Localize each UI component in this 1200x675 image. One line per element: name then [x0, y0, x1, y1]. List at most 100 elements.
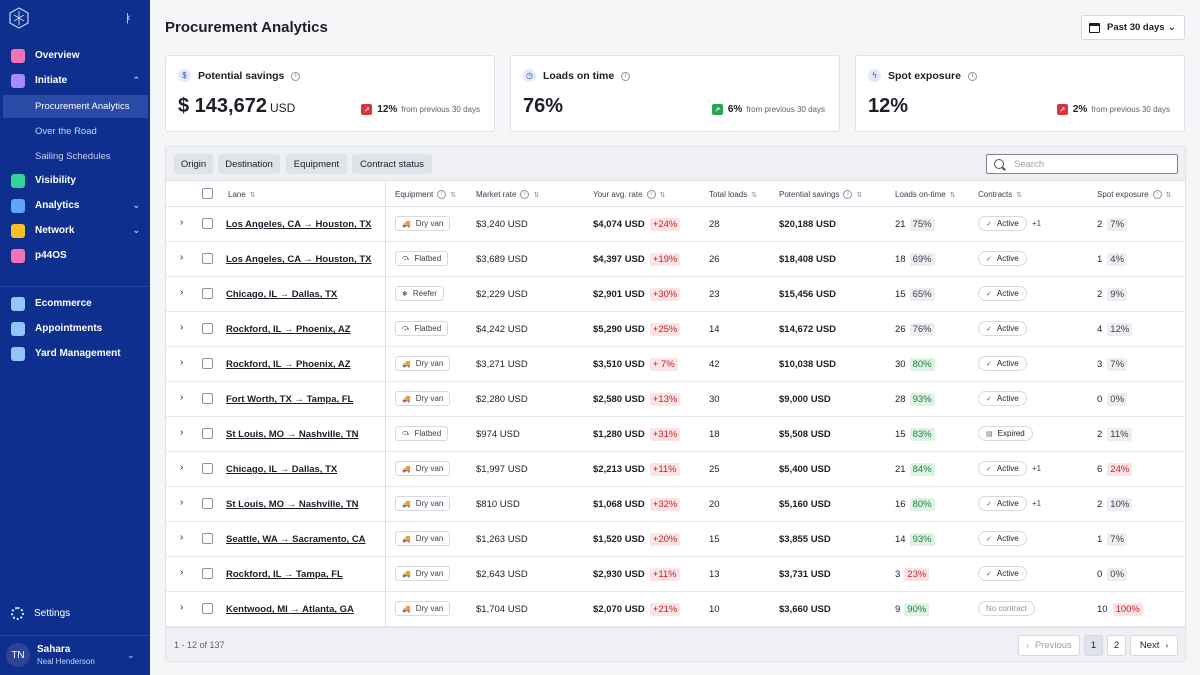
row-checkbox[interactable] [202, 428, 213, 439]
row-checkbox[interactable] [202, 463, 213, 474]
sidebar-item-yard-management[interactable]: Yard Management [0, 341, 150, 366]
info-icon[interactable]: i [291, 71, 301, 81]
chevron-right-icon[interactable]: › [180, 322, 184, 333]
chevron-right-icon[interactable]: › [180, 252, 184, 263]
logo-icon[interactable] [8, 7, 30, 29]
select-all-checkbox[interactable] [202, 188, 213, 199]
column-header-contracts[interactable]: Contracts ⇅ [978, 190, 1022, 199]
column-header-total-loads[interactable]: Total loads ⇅ [709, 190, 757, 199]
sidebar-item-p44os[interactable]: p44OS [0, 243, 150, 268]
lane-link[interactable]: Rockford, IL → Phoenix, AZ [226, 324, 351, 335]
lane-link[interactable]: Rockford, IL → Phoenix, AZ [226, 359, 351, 370]
chevron-right-icon[interactable]: › [180, 602, 184, 613]
chevron-right-icon[interactable]: › [180, 427, 184, 438]
contract-badge[interactable]: ✓ Active [978, 286, 1027, 301]
sidebar-item-overview[interactable]: Overview [0, 43, 150, 68]
sidebar-item-visibility[interactable]: Visibility [0, 168, 150, 193]
previous-page-button[interactable]: ‹ Previous [1018, 635, 1080, 656]
sidebar-item-analytics[interactable]: Analytics ⌄ [0, 193, 150, 218]
contract-badge[interactable]: No contract [978, 601, 1035, 616]
table-row[interactable]: › Rockford, IL → Tampa, FL 🚚 Dry van $2,643 … [166, 557, 1185, 592]
row-checkbox[interactable] [202, 498, 213, 509]
extra-contracts-count[interactable]: +1 [1032, 464, 1042, 473]
page-1-button[interactable]: 1 [1084, 635, 1103, 656]
table-row[interactable]: › Kentwood, MI → Atlanta, GA 🚚 Dry van $1,70… [166, 592, 1185, 627]
table-row[interactable]: › St Louis, MO → Nashville, TN ⤼ Flatbed $97… [166, 417, 1185, 452]
sort-icon[interactable]: ⇅ [533, 192, 540, 199]
column-header-market-rate[interactable]: Market rate i ⇅ [476, 190, 540, 200]
chevron-right-icon[interactable]: › [180, 462, 184, 473]
column-header-spot-exposure[interactable]: Spot exposure i ⇅ [1097, 190, 1171, 200]
lane-link[interactable]: Chicago, IL → Dallas, TX [226, 289, 338, 300]
contract-badge[interactable]: ✓ Active [978, 566, 1027, 581]
collapse-left-icon[interactable]: |‹ [126, 12, 130, 24]
column-header-lane[interactable]: Lane ⇅ [228, 190, 256, 199]
table-row[interactable]: › Rockford, IL → Phoenix, AZ ⤼ Flatbed $4,24… [166, 312, 1185, 347]
sidebar-item-appointments[interactable]: Appointments [0, 316, 150, 341]
lane-link[interactable]: Fort Worth, TX → Tampa, FL [226, 394, 354, 405]
info-icon[interactable]: i [646, 190, 656, 200]
contract-badge[interactable]: ✓ Active [978, 496, 1027, 511]
sort-icon[interactable]: ⇅ [856, 192, 863, 199]
info-icon[interactable]: i [1152, 190, 1162, 200]
sort-icon[interactable]: ⇅ [249, 192, 256, 199]
sort-icon[interactable]: ⇅ [659, 192, 666, 199]
chevron-right-icon[interactable]: › [180, 567, 184, 578]
row-checkbox[interactable] [202, 288, 213, 299]
chevron-right-icon[interactable]: › [180, 532, 184, 543]
lane-link[interactable]: Seattle, WA → Sacramento, CA [226, 534, 366, 545]
filter-origin-button[interactable]: Origin [174, 154, 213, 174]
chevron-right-icon[interactable]: › [180, 392, 184, 403]
search-input[interactable]: Search [986, 154, 1178, 174]
sidebar-item-settings[interactable]: Settings [0, 601, 150, 626]
column-header-loads-on-time[interactable]: Loads on-time ⇅ [895, 190, 956, 199]
filter-contract-status-button[interactable]: Contract status [352, 154, 432, 174]
table-row[interactable]: › St Louis, MO → Nashville, TN 🚚 Dry van $81… [166, 487, 1185, 522]
chevron-right-icon[interactable]: › [180, 357, 184, 368]
avatar[interactable]: TN [6, 643, 30, 667]
row-checkbox[interactable] [202, 568, 213, 579]
info-icon[interactable]: i [520, 190, 530, 200]
contract-badge[interactable]: ✓ Active [978, 461, 1027, 476]
filter-equipment-button[interactable]: Equipment [286, 154, 347, 174]
info-icon[interactable]: i [437, 190, 447, 200]
sort-icon[interactable]: ⇅ [949, 192, 956, 199]
lane-link[interactable]: Kentwood, MI → Atlanta, GA [226, 604, 354, 615]
filter-destination-button[interactable]: Destination [218, 154, 280, 174]
table-row[interactable]: › Rockford, IL → Phoenix, AZ 🚚 Dry van $3,27… [166, 347, 1185, 382]
contract-badge[interactable]: ✓ Active [978, 356, 1027, 371]
chevron-right-icon[interactable]: › [180, 497, 184, 508]
chevron-right-icon[interactable]: › [180, 287, 184, 298]
row-checkbox[interactable] [202, 218, 213, 229]
table-row[interactable]: › Fort Worth, TX → Tampa, FL 🚚 Dry van $2,28… [166, 382, 1185, 417]
next-page-button[interactable]: Next › [1130, 635, 1178, 656]
chevron-right-icon[interactable]: › [180, 217, 184, 228]
column-header-equipment[interactable]: Equipment i ⇅ [395, 190, 457, 200]
contract-badge[interactable]: ✓ Active [978, 531, 1027, 546]
info-icon[interactable]: i [967, 71, 977, 81]
contract-badge[interactable]: ✓ Active [978, 391, 1027, 406]
contract-badge[interactable]: ▤ Expired [978, 426, 1033, 441]
sidebar-subitem-sailing-schedules[interactable]: Sailing Schedules [35, 151, 111, 162]
contract-badge[interactable]: ✓ Active [978, 321, 1027, 336]
sidebar-item-network[interactable]: Network ⌄ [0, 218, 150, 243]
lane-link[interactable]: Rockford, IL → Tampa, FL [226, 569, 343, 580]
row-checkbox[interactable] [202, 603, 213, 614]
page-2-button[interactable]: 2 [1107, 635, 1126, 656]
row-checkbox[interactable] [202, 323, 213, 334]
date-range-button[interactable]: Past 30 days ⌄ [1081, 15, 1185, 40]
contract-badge[interactable]: ✓ Active [978, 216, 1027, 231]
row-checkbox[interactable] [202, 393, 213, 404]
extra-contracts-count[interactable]: +1 [1032, 219, 1042, 228]
row-checkbox[interactable] [202, 533, 213, 544]
chevron-down-icon[interactable]: ⌄ [127, 650, 135, 660]
column-header-your-avg-rate[interactable]: Your avg. rate i ⇅ [593, 190, 666, 200]
lane-link[interactable]: St Louis, MO → Nashville, TN [226, 429, 359, 440]
table-row[interactable]: › Chicago, IL → Dallas, TX 🚚 Dry van $1,997 … [166, 452, 1185, 487]
column-header-potential-savings[interactable]: Potential savings i ⇅ [779, 190, 863, 200]
lane-link[interactable]: St Louis, MO → Nashville, TN [226, 499, 359, 510]
row-checkbox[interactable] [202, 253, 213, 264]
sort-icon[interactable]: ⇅ [1016, 192, 1023, 199]
info-icon[interactable]: i [843, 190, 853, 200]
sort-icon[interactable]: ⇅ [450, 192, 457, 199]
